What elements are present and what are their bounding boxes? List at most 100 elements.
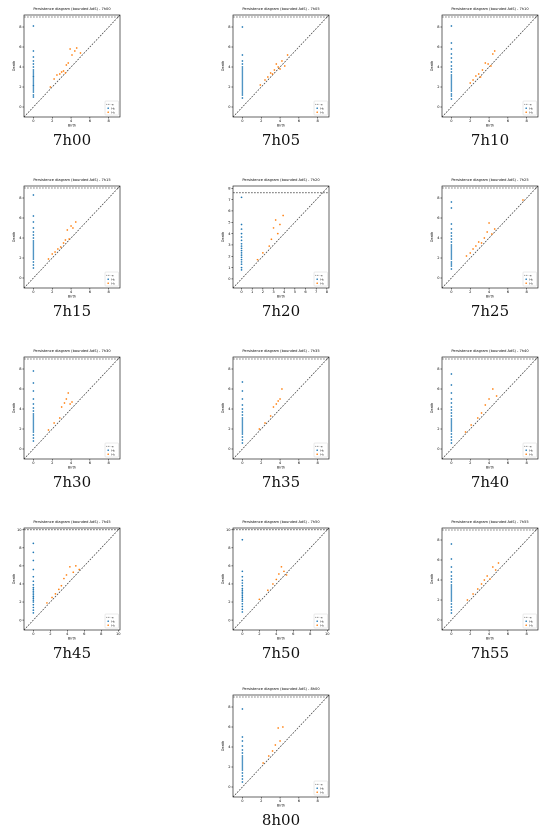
h0-point — [240, 263, 243, 266]
y-tick-label: 4 — [19, 236, 22, 240]
h0-point — [241, 70, 244, 72]
h1-point — [258, 428, 261, 430]
y-tick-label: 4 — [228, 582, 231, 586]
diagonal-line — [23, 356, 121, 460]
h0-point — [32, 440, 35, 442]
y-tick-label: 4 — [228, 745, 231, 749]
diagonal-line — [23, 527, 121, 631]
h0-point — [450, 84, 453, 86]
legend-h1-label: H₁ — [111, 281, 115, 285]
h1-point — [470, 424, 473, 426]
h0-point — [241, 390, 244, 392]
h0-point — [450, 420, 453, 422]
x-axis-label: Birth — [486, 124, 494, 128]
h1-point — [57, 588, 60, 591]
persistence-panel: Persistence diagram (bounded AdS) - 7h40… — [430, 345, 550, 495]
legend-h1-label: H₁ — [529, 281, 533, 285]
legend-h1-swatch — [525, 282, 527, 284]
h0-point — [241, 60, 244, 62]
h1-point — [275, 63, 278, 65]
legend-h1-label: H₁ — [320, 281, 324, 285]
y-tick-label: 6 — [228, 387, 231, 391]
h1-point — [488, 222, 490, 224]
h0-point — [241, 575, 244, 578]
h0-point — [450, 76, 453, 78]
h1-point — [69, 565, 71, 568]
h1-point — [464, 431, 467, 433]
h0-point — [450, 244, 453, 246]
y-tick-label: 6 — [228, 45, 231, 49]
h1-point — [484, 404, 487, 406]
x-tick-label: 0 — [32, 461, 35, 465]
legend-infinity-label: ∞ — [111, 615, 114, 619]
h0-point — [450, 422, 453, 424]
legend-h1-swatch — [316, 453, 318, 455]
h1-point — [51, 596, 53, 599]
y-tick-label: 4 — [19, 65, 22, 69]
h0-point — [241, 570, 244, 573]
y-tick-label: 0 — [228, 618, 231, 622]
h1-point — [484, 62, 487, 64]
h0-point — [32, 194, 35, 196]
h1-point — [269, 415, 272, 417]
h1-point — [277, 66, 280, 68]
legend-h1-label: H₁ — [529, 452, 533, 456]
h0-point — [241, 767, 244, 769]
h1-point — [489, 578, 491, 580]
h1-point — [279, 398, 281, 400]
h1-point — [67, 62, 70, 64]
h0-point — [450, 571, 453, 573]
legend-h1-swatch — [525, 111, 527, 113]
h0-point — [32, 413, 35, 415]
h1-point — [490, 65, 492, 67]
legend-h0-swatch — [107, 278, 109, 280]
h0-point — [241, 708, 244, 710]
y-tick-label: 2 — [437, 85, 439, 89]
h1-point — [268, 245, 271, 247]
legend-h1-label: H₁ — [111, 110, 115, 114]
legend-infinity-label: ∞ — [111, 273, 114, 277]
y-tick-label: 8 — [437, 25, 440, 29]
h1-point — [491, 53, 494, 55]
y-tick-label: 1 — [228, 266, 230, 270]
h0-point — [241, 600, 244, 602]
h0-point — [240, 266, 243, 269]
chart-title: Persistence diagram (bounded AdS) - 7h05 — [242, 7, 319, 11]
y-tick-label: 6 — [19, 387, 22, 391]
y-tick-label: 8 — [19, 546, 22, 550]
h0-point — [450, 71, 453, 73]
h0-point — [450, 235, 453, 237]
h0-point — [240, 256, 243, 259]
h0-point — [241, 765, 244, 767]
h0-point — [241, 63, 244, 65]
h1-point — [497, 562, 500, 564]
legend-h1-swatch — [525, 453, 527, 455]
h1-point — [78, 568, 81, 571]
h0-point — [241, 84, 244, 86]
x-tick-label: 8 — [317, 119, 320, 123]
h0-point — [450, 426, 453, 428]
x-tick-label: 10 — [325, 632, 330, 636]
h0-point — [32, 417, 35, 419]
h0-point — [450, 61, 453, 63]
x-tick-label: 5 — [294, 290, 296, 294]
diagonal-line — [441, 356, 539, 460]
x-tick-label: 4 — [488, 461, 491, 465]
y-tick-label: 2 — [19, 427, 21, 431]
x-tick-label: 0 — [450, 632, 453, 636]
h1-point — [259, 84, 262, 86]
diagonal-line — [441, 185, 539, 289]
x-tick-label: 6 — [304, 290, 307, 294]
h0-point — [241, 587, 244, 590]
y-tick-label: 6 — [437, 216, 440, 220]
x-tick-label: 6 — [298, 799, 301, 803]
h1-point — [69, 48, 71, 50]
y-tick-label: 2 — [228, 85, 230, 89]
legend-infinity-label: ∞ — [111, 444, 114, 448]
h0-point — [32, 419, 35, 421]
y-tick-label: 8 — [437, 367, 440, 371]
h0-point — [450, 246, 453, 248]
h0-point — [32, 256, 35, 258]
h1-point — [486, 575, 489, 577]
